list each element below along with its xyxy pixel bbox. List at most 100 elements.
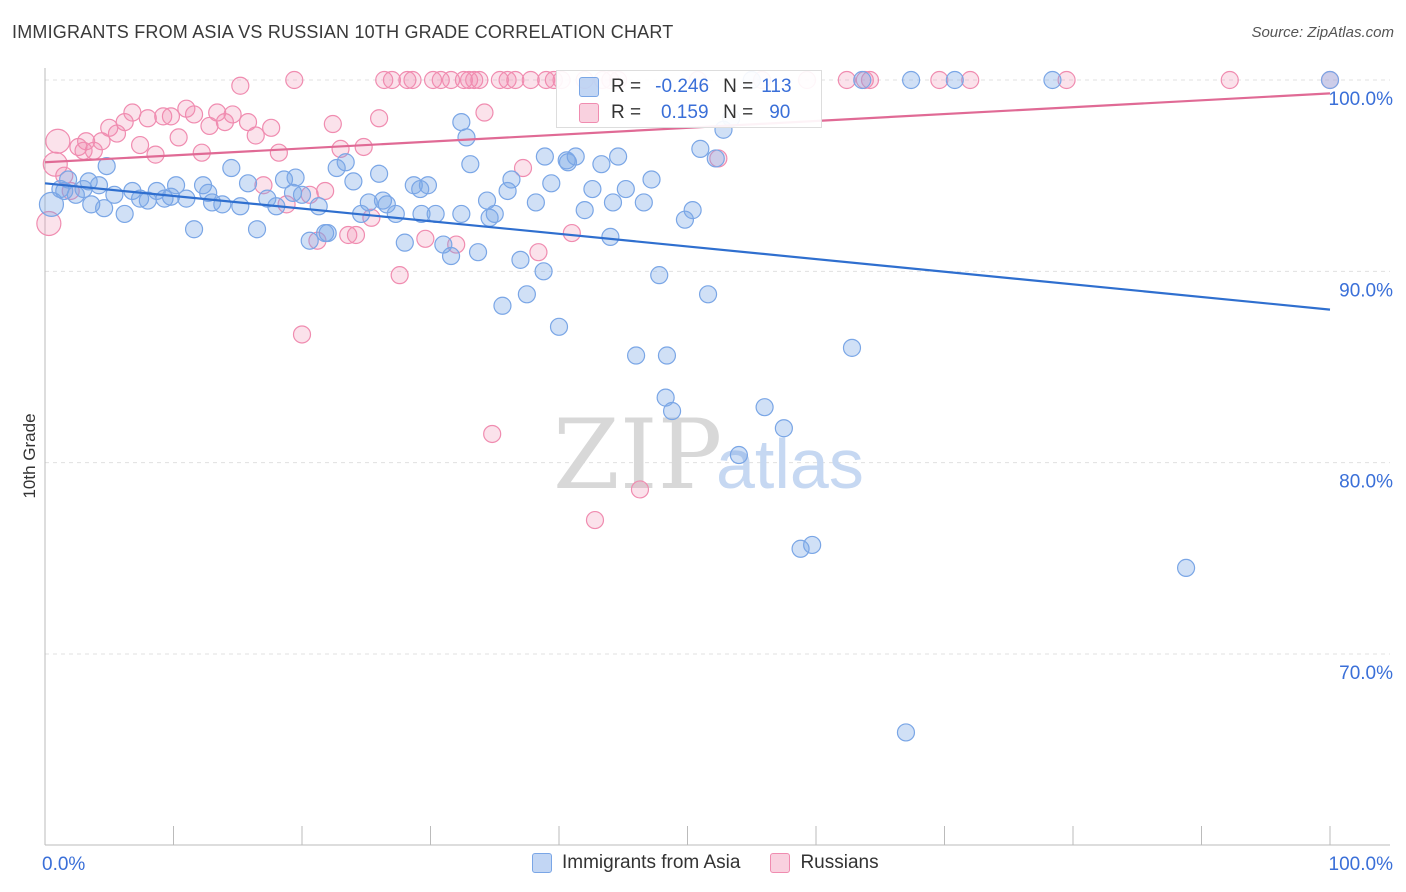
stats-legend-box: R = -0.246 N = 113 R = 0.159 N = 90	[556, 70, 822, 128]
point-russians-29	[262, 118, 281, 137]
point-asia-91	[853, 70, 872, 90]
point-asia-92	[896, 723, 916, 742]
point-asia-65	[583, 179, 602, 199]
point-asia-61	[549, 317, 569, 336]
point-russians-80	[837, 70, 856, 90]
point-asia-32	[309, 197, 328, 216]
point-asia-98	[452, 112, 471, 132]
point-russians-58	[475, 103, 494, 122]
point-asia-66	[592, 155, 611, 174]
point-russians-30	[269, 143, 288, 162]
point-russians-38	[331, 139, 350, 158]
point-russians-47	[398, 70, 417, 90]
legend-swatch-russians	[770, 853, 791, 873]
point-asia-63	[566, 147, 585, 166]
point-asia-36	[344, 172, 363, 191]
legend-item-asia[interactable]: Immigrants from Asia	[532, 852, 740, 874]
point-asia-35	[336, 153, 355, 172]
point-asia-16	[166, 176, 186, 195]
legend-label-russians: Russians	[800, 852, 879, 873]
bottom-legend: Immigrants from Asia Russians	[532, 852, 909, 874]
point-russians-69	[562, 223, 581, 243]
point-asia-96	[1176, 558, 1196, 578]
trend-line-asia	[44, 182, 1331, 311]
point-asia-76	[657, 346, 677, 365]
point-asia-46	[426, 204, 445, 224]
point-asia-58	[526, 193, 545, 212]
point-asia-38	[359, 193, 378, 212]
stats-r-label-pink: R =	[611, 102, 642, 123]
point-asia-104	[603, 193, 623, 212]
stats-row-pink: R = 0.159 N = 90	[557, 100, 790, 126]
point-asia-79	[691, 139, 710, 158]
legend-item-russians[interactable]: Russians	[770, 852, 879, 874]
point-russians-54	[454, 70, 474, 90]
point-asia-8	[97, 157, 116, 176]
point-asia-31	[300, 231, 319, 250]
point-asia-51	[468, 243, 488, 262]
point-russians-41	[354, 137, 373, 157]
point-russians-33	[292, 325, 312, 344]
point-russians-15	[154, 107, 173, 126]
point-asia-97	[1320, 70, 1340, 90]
series-russians-points	[36, 70, 1340, 530]
point-asia-10	[115, 204, 134, 224]
point-russians-57	[470, 70, 489, 90]
point-asia-24	[238, 174, 258, 193]
point-asia-99	[457, 128, 476, 147]
point-russians-26	[238, 112, 258, 132]
point-russians-65	[529, 243, 548, 262]
point-asia-71	[634, 193, 653, 212]
point-russians-44	[375, 70, 394, 90]
point-asia-42	[395, 233, 414, 252]
point-russians-42	[362, 208, 381, 227]
stats-n-label-pink: N =	[723, 102, 754, 123]
point-asia-29	[283, 183, 303, 202]
point-asia-77	[675, 210, 695, 229]
point-russians-64	[521, 70, 540, 90]
x-tick-label-0: 0.0%	[42, 854, 85, 875]
point-russians-27	[246, 126, 265, 145]
point-russians-84	[961, 70, 980, 90]
point-asia-106	[316, 223, 335, 243]
point-russians-39	[339, 225, 358, 245]
stats-n-value-blue: 113	[761, 76, 792, 97]
point-russians-62	[506, 70, 525, 90]
point-asia-110	[95, 199, 114, 218]
legend-label-asia: Immigrants from Asia	[562, 852, 741, 873]
stats-swatch-blue	[579, 77, 599, 97]
point-russians-63	[513, 158, 533, 178]
point-asia-84	[729, 445, 749, 465]
axes	[44, 68, 1390, 846]
point-asia-109	[79, 172, 98, 191]
point-russians-16	[161, 107, 181, 126]
point-russians-75	[630, 480, 650, 499]
watermark-zip: ZIP	[553, 399, 722, 511]
point-asia-87	[774, 419, 793, 438]
point-asia-111	[373, 191, 393, 210]
point-asia-34	[327, 158, 346, 178]
point-asia-105	[286, 168, 305, 187]
point-asia-57	[517, 285, 536, 304]
point-russians-36	[316, 181, 335, 201]
point-asia-93	[901, 70, 921, 90]
point-russians-7	[92, 132, 111, 151]
point-asia-103	[557, 151, 576, 170]
point-russians-0	[36, 210, 62, 237]
point-asia-48	[441, 246, 461, 266]
point-asia-60	[542, 174, 561, 193]
point-russians-21	[200, 116, 219, 136]
point-asia-80	[698, 285, 718, 304]
y-tick-label-90: 90.0%	[1339, 280, 1393, 301]
axis-labels: 70.0% 80.0% 90.0% 100.0% 0.0% 100.0%	[42, 89, 1393, 875]
grid-lines	[45, 79, 1390, 655]
point-asia-75	[662, 401, 682, 421]
point-russians-55	[459, 70, 479, 90]
point-russians-32	[285, 70, 304, 90]
point-asia-59	[534, 262, 553, 281]
point-russians-23	[215, 112, 234, 132]
point-russians-28	[254, 176, 273, 195]
point-russians-48	[403, 70, 422, 90]
stats-r-value-pink: 0.159	[655, 102, 709, 123]
watermark: ZIP atlas	[553, 399, 864, 511]
